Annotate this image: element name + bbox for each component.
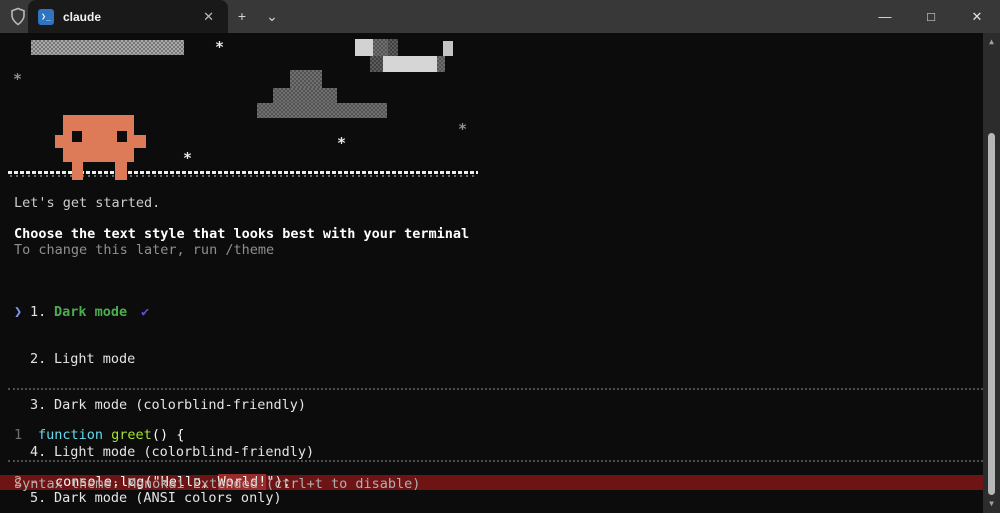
code-text: "); [266, 473, 291, 490]
spaceship-part [370, 56, 383, 72]
pixel-bar [31, 40, 184, 55]
code-preview: 1 function greet() { 2- console.log("Hello… [0, 397, 1000, 513]
mound-tier [290, 70, 322, 88]
option-dark-colorblind[interactable]: 3. Dark mode (colorblind-friendly) [14, 397, 314, 414]
spaceship-part [443, 41, 453, 56]
selection-pointer-icon: ❯ [14, 304, 23, 320]
code-text: () { [151, 427, 185, 443]
option-dark-ansi[interactable]: 5. Dark mode (ANSI colors only) [14, 490, 314, 507]
title-bar: ❯_ claude ✕ + ⌄ — □ ✕ [0, 0, 1000, 33]
window-controls: — □ ✕ [862, 0, 1000, 33]
spaceship-part [383, 56, 437, 72]
scrollbar[interactable]: ▲ ▼ [983, 33, 1000, 513]
scroll-down-icon[interactable]: ▼ [989, 499, 994, 508]
code-box-top-border [8, 388, 983, 390]
theme-options-list: ❯ 1. Dark mode ✔ 2. Light mode 3. Dark mode (… [14, 274, 314, 513]
option-number: 2. [30, 350, 47, 367]
option-label: Light mode (colorblind-friendly) [54, 443, 315, 460]
star-glyph: * [337, 134, 347, 152]
theme-prompt-subheading: To change this later, run /theme [14, 242, 275, 258]
tab-close-icon[interactable]: ✕ [203, 8, 214, 24]
syntax-theme-status: Syntax theme: Monokai Extended (ctrl+t t… [14, 476, 421, 492]
scroll-thumb[interactable] [988, 133, 995, 495]
minimize-button[interactable]: — [878, 9, 892, 24]
diff-minus-sign: - [30, 473, 39, 490]
ground-dashed-line [8, 171, 478, 177]
star-glyph: * [458, 120, 468, 138]
terminal-tab[interactable]: ❯_ claude ✕ [28, 0, 228, 33]
option-label: Dark mode (ANSI colors only) [54, 490, 282, 506]
option-label: Dark mode [54, 304, 128, 320]
mound-tier [273, 88, 337, 103]
spaceship-part [437, 56, 445, 72]
option-number: 3. [30, 397, 47, 413]
theme-prompt-heading: Choose the text style that looks best wi… [14, 226, 470, 242]
close-button[interactable]: ✕ [971, 8, 983, 24]
code-line-removed: 2- console.log("Hello, World!"); [0, 473, 983, 490]
option-number: 5. [30, 490, 47, 506]
new-tab-button[interactable]: + [237, 8, 247, 24]
option-number: 4. [30, 443, 47, 460]
tab-title: claude [63, 9, 102, 24]
line-number: 2 [14, 473, 23, 490]
line-number: 1 [14, 427, 23, 443]
scroll-up-icon[interactable]: ▲ [989, 37, 994, 46]
intro-text: Let's get started. [14, 195, 161, 211]
powershell-icon: ❯_ [38, 8, 54, 25]
option-dark-mode[interactable]: ❯ 1. Dark mode ✔ [14, 304, 314, 321]
maximize-button[interactable]: □ [927, 9, 935, 24]
option-label: Dark mode (colorblind-friendly) [54, 397, 306, 413]
shield-icon [11, 7, 25, 26]
spaceship-part [355, 39, 373, 56]
option-light-mode[interactable]: 2. Light mode [14, 350, 314, 368]
star-glyph: * [215, 38, 225, 56]
code-keyword: function [38, 427, 104, 443]
diff-removed-word: World! [217, 473, 267, 490]
claude-mascot-pixel-art [55, 115, 146, 180]
star-glyph: * [183, 149, 193, 167]
tab-dropdown-button[interactable]: ⌄ [266, 8, 278, 24]
option-label: Light mode [54, 350, 136, 367]
code-function-name: greet [103, 427, 152, 443]
code-box-bottom-border [8, 460, 983, 462]
option-light-colorblind[interactable]: 4. Light mode (colorblind-friendly) [14, 443, 315, 461]
spaceship-part [388, 39, 398, 56]
star-glyph: * [13, 70, 23, 88]
code-text: console.log("Hello, [55, 473, 218, 490]
option-number: 1. [30, 304, 47, 320]
checkmark-icon: ✔ [141, 304, 150, 320]
mound-tier [257, 103, 387, 118]
spaceship-part [373, 39, 388, 56]
code-line-1: 1 function greet() { [0, 427, 1000, 444]
